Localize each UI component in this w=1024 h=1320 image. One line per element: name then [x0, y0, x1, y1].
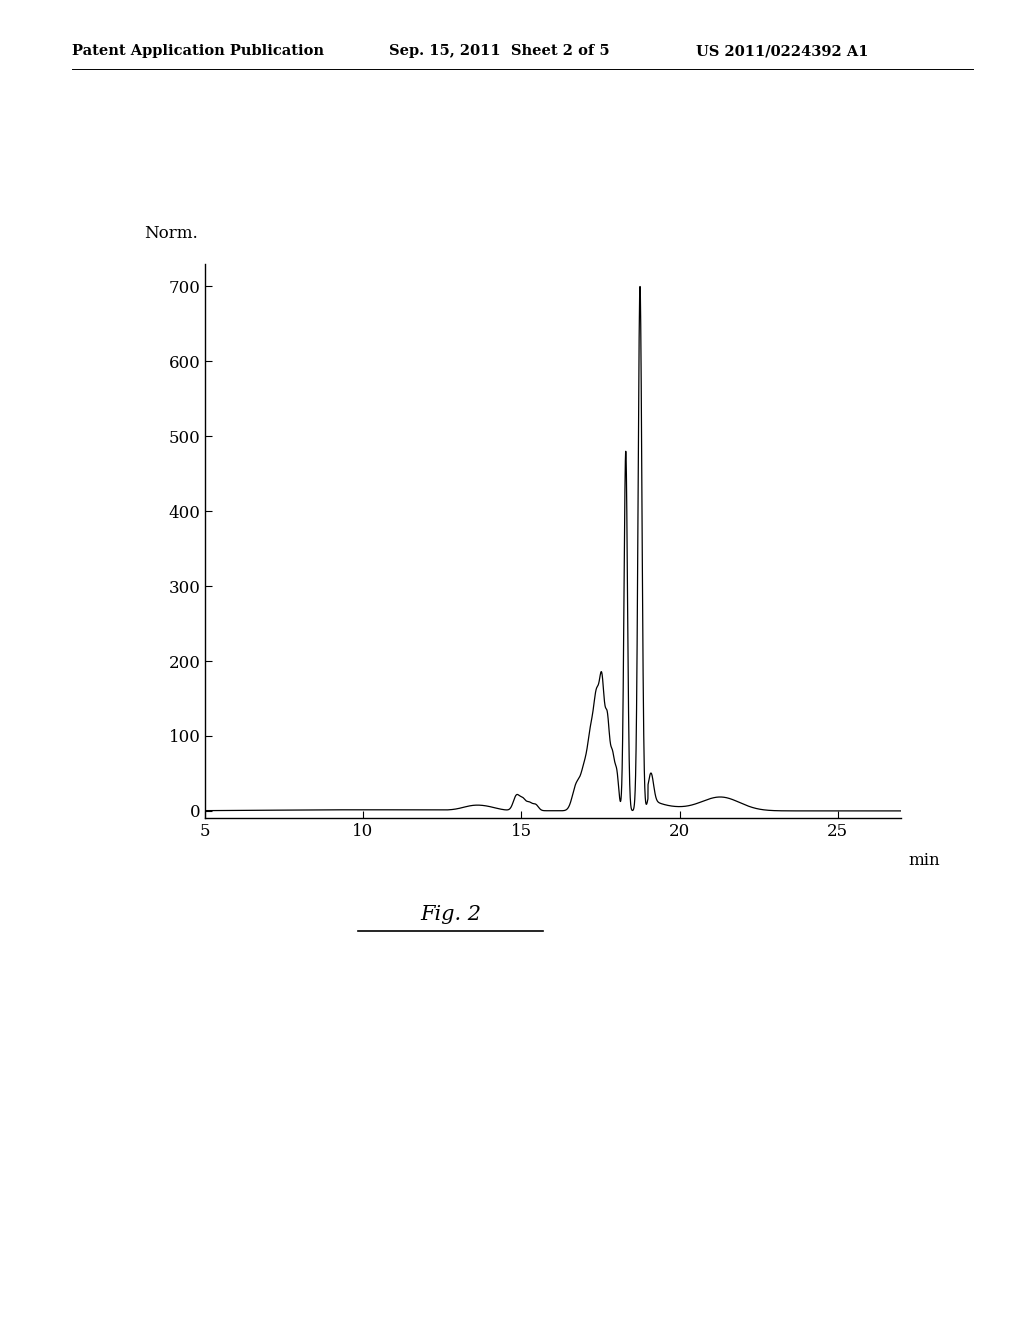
Text: Sep. 15, 2011  Sheet 2 of 5: Sep. 15, 2011 Sheet 2 of 5	[389, 45, 609, 58]
Text: Norm.: Norm.	[144, 224, 198, 242]
Text: Fig. 2: Fig. 2	[420, 906, 481, 924]
Text: US 2011/0224392 A1: US 2011/0224392 A1	[696, 45, 868, 58]
Text: Patent Application Publication: Patent Application Publication	[72, 45, 324, 58]
Text: min: min	[908, 851, 940, 869]
